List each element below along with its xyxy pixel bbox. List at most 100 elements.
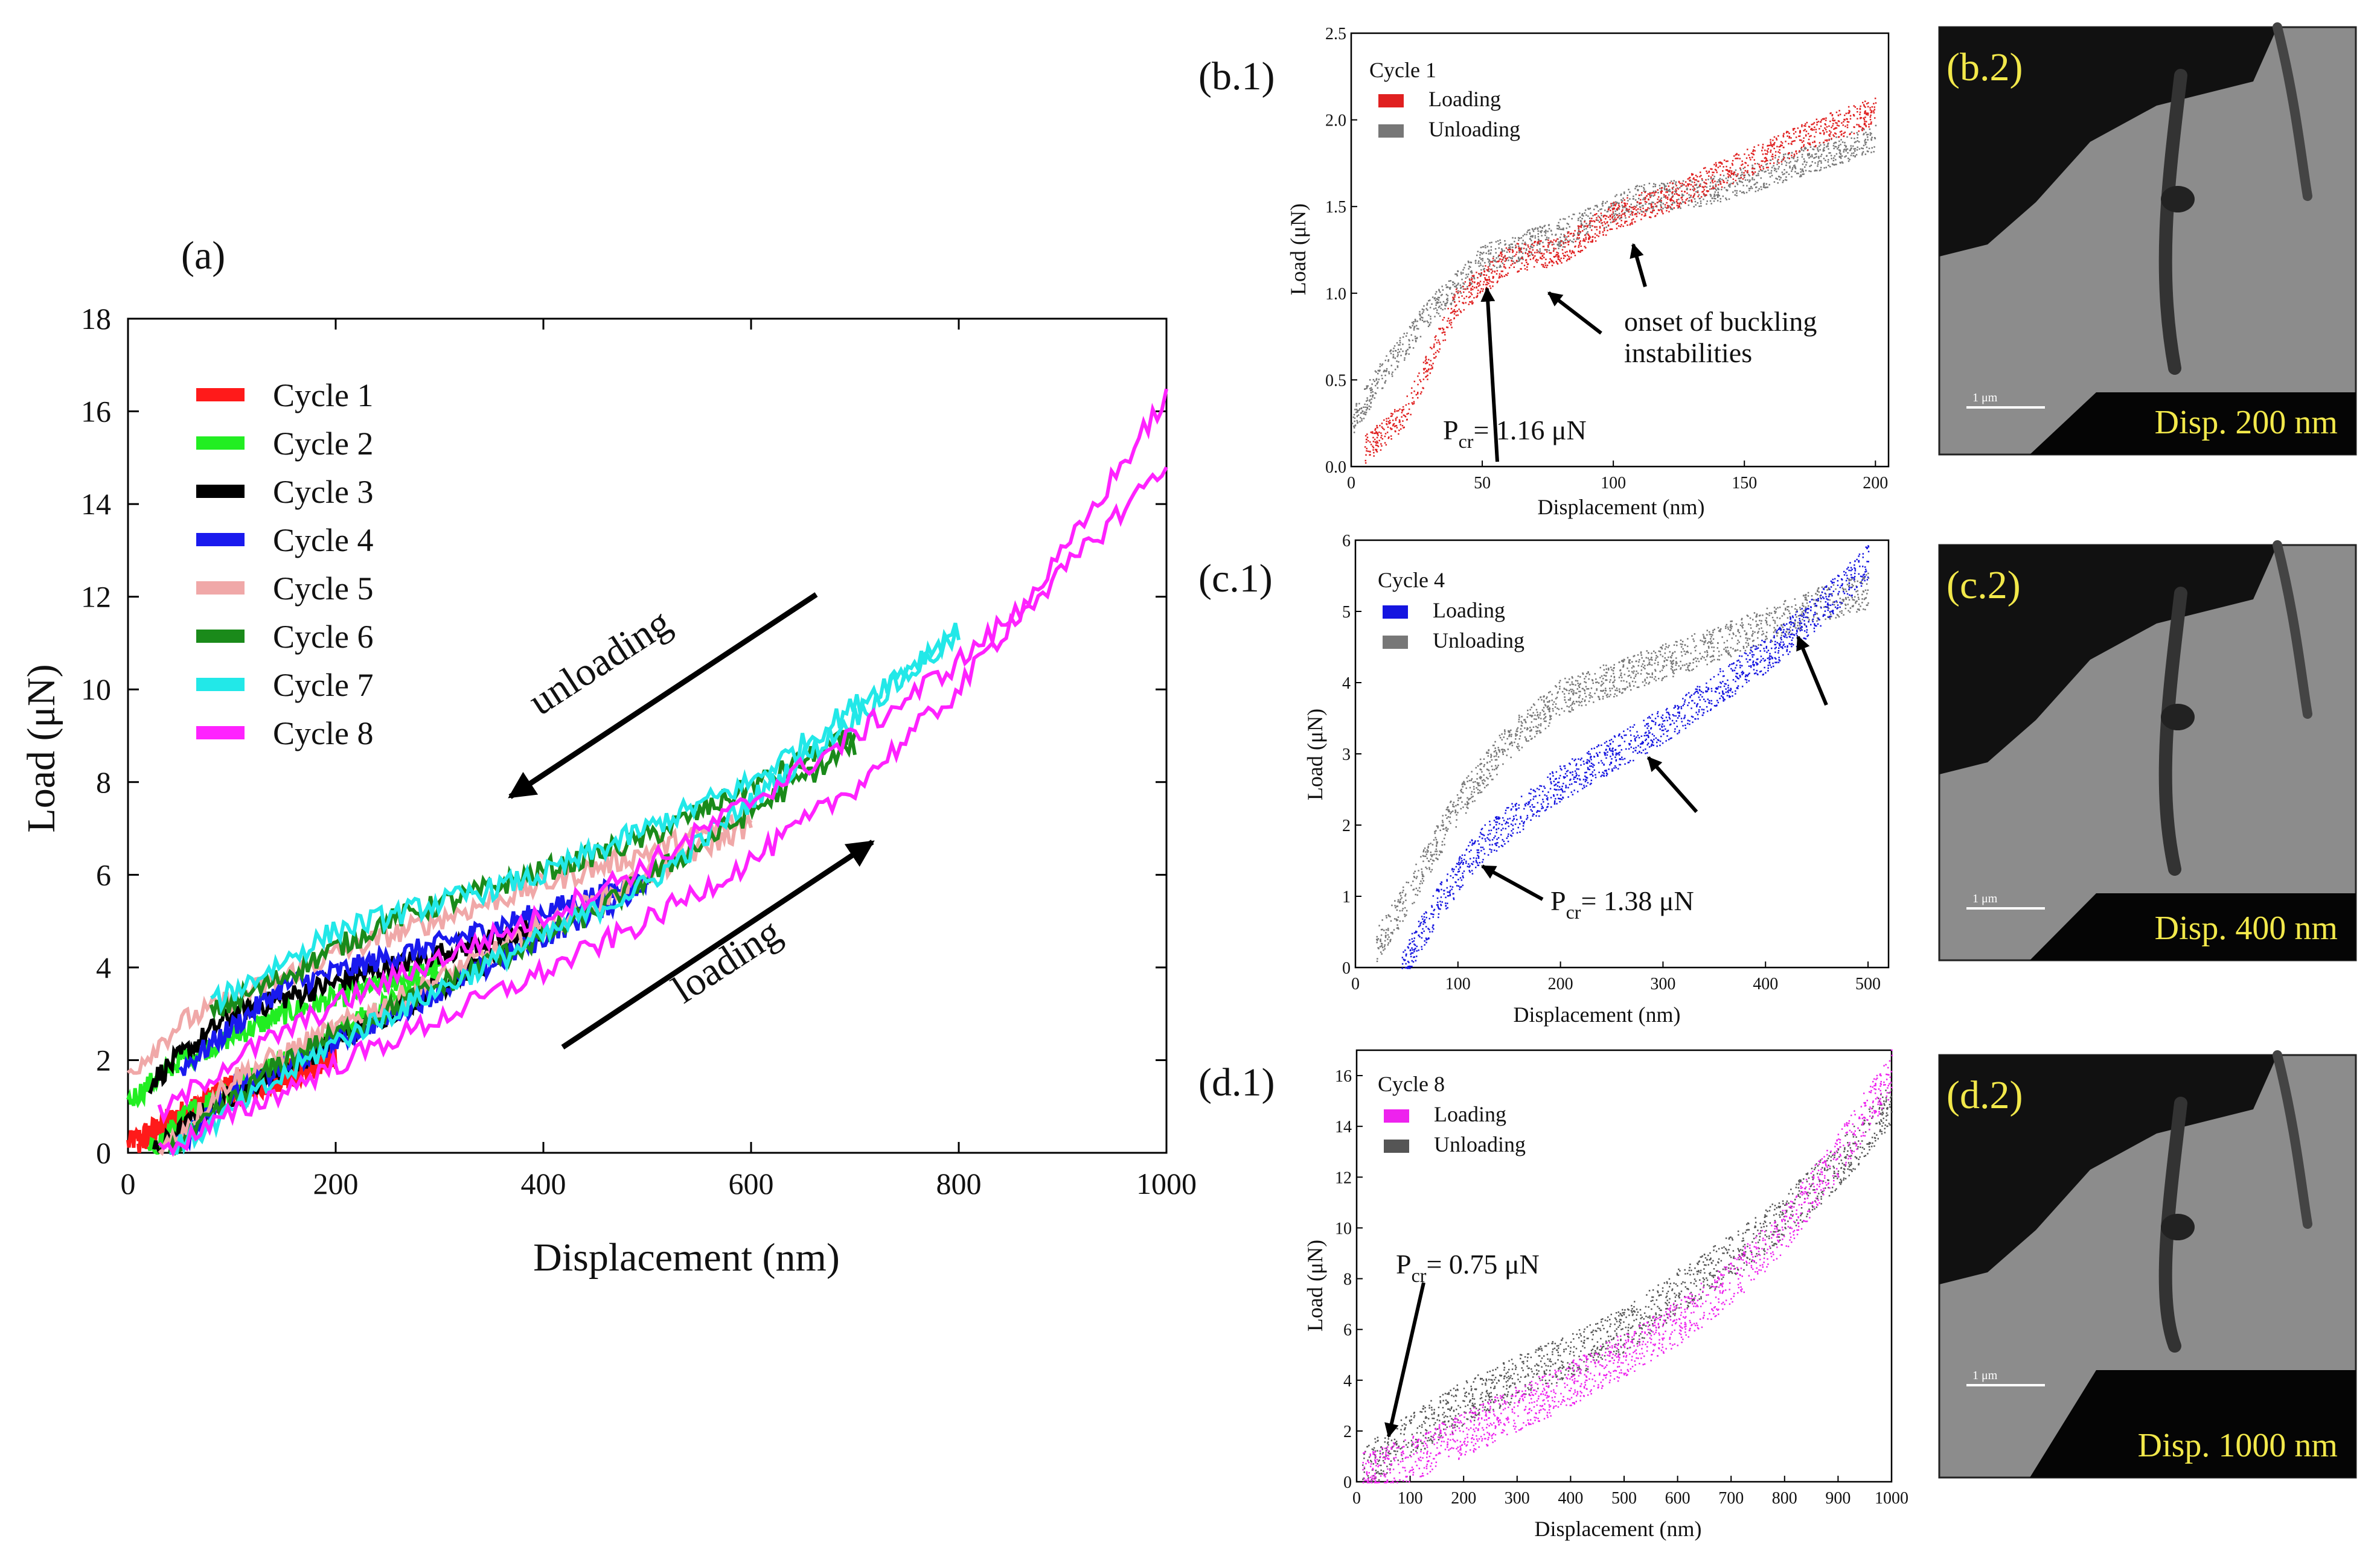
particle: [2161, 704, 2195, 730]
x-tick-label: 100: [1601, 474, 1626, 493]
nanowire: [2158, 1097, 2187, 1353]
legend-entry: Cycle 7: [273, 667, 373, 703]
y-tick-label: 10: [1335, 1219, 1352, 1238]
y-tick-label: 5: [1342, 603, 1351, 622]
x-tick-label: 800: [936, 1167, 982, 1200]
legend-entry: Cycle 4: [273, 522, 373, 558]
y-axis-title: Load (μN): [1303, 709, 1327, 800]
panel-label: (c.2): [1947, 563, 2021, 607]
legend-entry: Unloading: [1433, 628, 1524, 652]
y-tick-label: 1.5: [1325, 198, 1346, 217]
legend-entry: Cycle 3: [273, 474, 373, 510]
legend-title: Cycle 8: [1378, 1072, 1445, 1096]
buckling-arrow-1: [1547, 291, 1602, 335]
y-tick-label: 12: [1335, 1169, 1352, 1187]
legend-entry: Cycle 2: [273, 426, 373, 462]
x-tick-label: 0: [1347, 474, 1355, 493]
legend-swatch: [196, 388, 245, 401]
legend-entry: Unloading: [1428, 117, 1520, 141]
legend-title: Cycle 4: [1378, 568, 1445, 592]
micrograph-c2: 1 μm (c.2) Disp. 400 nm: [1938, 540, 2357, 961]
series-cycle-8: [157, 388, 1168, 1157]
x-tick-label: 100: [1398, 1489, 1423, 1508]
y-tick-label: 14: [81, 487, 111, 521]
x-tick-label: 150: [1732, 474, 1757, 493]
displacement-caption: Disp. 1000 nm: [2138, 1427, 2338, 1464]
x-axis-title: Displacement (nm): [533, 1236, 840, 1280]
x-tick-label: 50: [1474, 474, 1491, 493]
y-tick-label: 18: [81, 302, 111, 336]
unloading-curve: [126, 812, 753, 1075]
x-tick-label: 500: [1611, 1489, 1637, 1508]
legend-swatch: [196, 581, 245, 595]
loading-annotation: loading: [664, 910, 789, 1012]
scale-bar-label: 1 μm: [1972, 1369, 1998, 1382]
y-axis-title: Load (μN): [1286, 203, 1310, 295]
loading-arrow: [561, 840, 875, 1050]
nanowire: [2273, 22, 2312, 201]
y-tick-label: 6: [1342, 532, 1351, 550]
legend-swatch: [1378, 124, 1404, 138]
axis-ticks: 0 200 400 600 800 1000 0 2 4 6 8 10 12 14 16 18: [81, 302, 1197, 1200]
nanowire: [2273, 1050, 2312, 1229]
y-axis-title: Load (μN): [1303, 1240, 1327, 1331]
legend-entry: Cycle 5: [273, 570, 373, 607]
x-tick-label: 1000: [1875, 1489, 1908, 1508]
pcr-annotation: Pcr= 1.38 μN: [1550, 885, 1694, 923]
legend-swatch: [196, 726, 245, 739]
micrographs: 1 μm (b.2) Disp. 200 nm 1 μm (c.2) Disp. 400 …: [1938, 22, 2357, 1479]
pcr-arrow: [1480, 864, 1544, 901]
nanowire: [2158, 69, 2187, 375]
displacement-caption: Disp. 400 nm: [2155, 910, 2338, 947]
x-tick-label: 400: [1558, 1489, 1583, 1508]
y-tick-label: 16: [1335, 1067, 1352, 1086]
x-tick-label: 400: [521, 1167, 566, 1200]
buckling-annotation-line2: instabilities: [1624, 337, 1752, 368]
nanowire: [2158, 587, 2187, 876]
legend-swatch: [1384, 1109, 1409, 1123]
x-tick-label: 200: [1863, 474, 1888, 493]
y-tick-label: 0.5: [1325, 371, 1346, 390]
legend-swatch: [1378, 94, 1404, 107]
indenter-tip: [2030, 1370, 2356, 1478]
buckling-arrow-1: [1796, 635, 1828, 706]
particle: [2161, 186, 2195, 212]
legend-entry: Loading: [1433, 598, 1505, 622]
x-tick-label: 800: [1772, 1489, 1797, 1508]
panel-label: (c.1): [1198, 556, 1273, 601]
loading-curve: [169, 628, 959, 1155]
panel-label: (d.1): [1198, 1060, 1275, 1105]
legend-entry: Unloading: [1434, 1132, 1526, 1156]
legend-swatch: [1383, 636, 1408, 649]
scale-bar-label: 1 μm: [1972, 892, 1998, 905]
buckling-arrow-2: [1630, 243, 1647, 287]
x-tick-label: 300: [1505, 1489, 1530, 1508]
unloading-curve: [157, 466, 1168, 1125]
y-tick-label: 1: [1342, 888, 1351, 907]
buckling-annotation-line1: onset of buckling: [1624, 306, 1817, 337]
micrograph-b2: 1 μm (b.2) Disp. 200 nm: [1938, 22, 2357, 456]
unloading-annotation: unloading: [521, 600, 679, 724]
y-tick-label: 2.5: [1325, 25, 1346, 43]
data-points: [1351, 124, 1877, 433]
unloading-curve: [178, 870, 649, 1076]
micrograph-d2: 1 μm (d.2) Disp. 1000 nm: [1938, 1050, 2357, 1479]
x-tick-label: 100: [1445, 975, 1471, 993]
y-tick-label: 8: [1343, 1271, 1352, 1289]
plot-frame: [1350, 32, 1890, 468]
x-tick-label: 200: [313, 1167, 359, 1200]
panel-label: (b.2): [1947, 45, 2023, 89]
legend-entry: Cycle 1: [273, 377, 373, 413]
legend-entry: Cycle 8: [273, 715, 373, 751]
y-tick-label: 2: [1343, 1423, 1352, 1441]
loading-curve: [158, 388, 1168, 1157]
x-tick-label: 600: [729, 1167, 774, 1200]
y-tick-label: 0: [1343, 1473, 1352, 1492]
panel-label: (d.2): [1947, 1073, 2023, 1117]
legend-entry: Loading: [1428, 87, 1501, 111]
y-tick-label: 4: [96, 951, 111, 984]
y-tick-label: 6: [1343, 1321, 1352, 1340]
legend-swatch: [196, 436, 245, 450]
y-tick-label: 3: [1342, 745, 1351, 764]
cycle4-chart: (c.1) Load (μN) Displacement (nm) Cycle …: [1198, 532, 1890, 1027]
